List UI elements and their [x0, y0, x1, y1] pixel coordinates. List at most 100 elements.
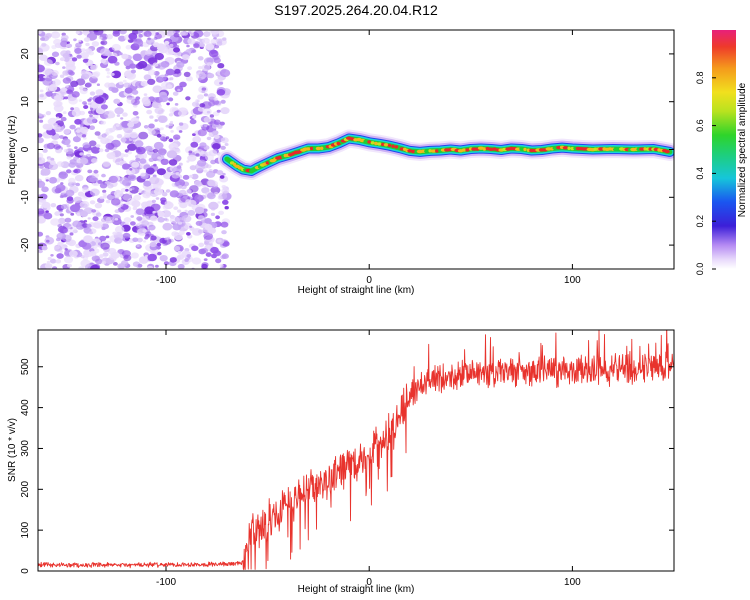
- noise-speckle: [136, 244, 140, 247]
- noise-speckle: [177, 254, 185, 260]
- noise-speckle: [45, 111, 52, 116]
- noise-speckle: [138, 188, 143, 193]
- noise-speckle: [189, 119, 197, 125]
- noise-speckle: [200, 76, 205, 80]
- noise-speckle: [49, 258, 57, 264]
- noise-speckle: [147, 253, 157, 262]
- snr-ytick-label: 300: [20, 440, 31, 457]
- noise-speckle: [51, 51, 60, 58]
- noise-speckle: [90, 146, 101, 154]
- noise-speckle: [190, 141, 199, 148]
- noise-speckle: [98, 148, 104, 153]
- noise-speckle: [100, 120, 107, 125]
- noise-speckle: [104, 148, 110, 153]
- noise-speckle: [65, 85, 69, 88]
- noise-speckle: [176, 125, 184, 132]
- noise-speckle: [201, 64, 211, 72]
- noise-speckle: [107, 55, 118, 64]
- noise-speckle: [178, 130, 183, 133]
- noise-speckle: [148, 224, 156, 231]
- noise-speckle: [218, 192, 228, 200]
- noise-speckle: [75, 129, 81, 133]
- noise-speckle: [48, 162, 59, 171]
- noise-speckle: [122, 232, 131, 239]
- colorbar: 0.0 0.2 0.4 0.6 0.8 Normalized spectral ampl…: [695, 30, 748, 275]
- noise-speckle: [43, 75, 47, 79]
- noise-speckle: [94, 96, 104, 104]
- noise-speckle: [81, 73, 90, 80]
- noise-speckle: [203, 258, 208, 261]
- noise-speckle: [164, 73, 169, 77]
- spectrogram-x-label: Height of straight line (km): [298, 285, 415, 296]
- noise-speckle: [106, 75, 110, 79]
- noise-speckle: [38, 93, 47, 100]
- noise-speckle: [85, 82, 93, 88]
- noise-speckle: [45, 91, 53, 97]
- noise-speckle: [130, 252, 139, 259]
- noise-speckle: [67, 225, 77, 233]
- noise-speckle: [55, 259, 62, 264]
- noise-speckle: [104, 111, 110, 115]
- noise-speckle: [42, 148, 48, 153]
- noise-speckle: [197, 229, 204, 234]
- noise-speckle: [187, 38, 196, 45]
- noise-speckle: [118, 35, 126, 42]
- snr-y-ticks: 0 100 200 300 400 500: [20, 358, 674, 574]
- noise-speckle: [51, 70, 59, 76]
- colorbar-tick-label: 0.6: [695, 119, 705, 132]
- noise-speckle: [145, 38, 155, 45]
- noise-speckle: [138, 192, 142, 195]
- noise-speckle: [199, 43, 205, 48]
- noise-speckle: [132, 237, 139, 243]
- noise-speckle: [89, 125, 95, 130]
- frequency-track-core: [424, 149, 430, 153]
- frequency-track-core: [227, 158, 232, 163]
- spectrogram-xtick-label: 100: [564, 275, 581, 286]
- snr-plot-frame: [37, 329, 675, 572]
- noise-speckle: [41, 245, 48, 251]
- noise-speckle: [68, 177, 76, 184]
- frequency-track-core: [657, 148, 661, 152]
- noise-speckle: [193, 43, 200, 49]
- noise-speckle: [105, 235, 110, 239]
- noise-speckle: [203, 208, 208, 212]
- noise-speckle: [58, 171, 68, 179]
- noise-speckle: [198, 74, 203, 78]
- noise-speckle: [81, 134, 87, 138]
- noise-speckle: [83, 37, 91, 42]
- noise-speckle: [210, 246, 219, 254]
- noise-speckle: [219, 175, 225, 179]
- snr-x-label: Height of straight line (km): [298, 584, 415, 595]
- noise-speckle: [147, 69, 156, 76]
- noise-speckle: [216, 41, 223, 46]
- noise-speckle: [216, 170, 224, 176]
- frequency-track-core: [523, 147, 527, 152]
- noise-speckle: [101, 260, 107, 265]
- noise-speckle: [142, 191, 151, 199]
- noise-speckle: [99, 196, 104, 200]
- noise-speckle: [145, 231, 152, 237]
- spectrogram-y-ticks: -20 -10 0 10 20: [20, 48, 674, 252]
- noise-speckle: [123, 153, 129, 158]
- noise-speckle: [143, 240, 147, 243]
- noise-speckle: [158, 115, 167, 122]
- noise-speckle: [212, 130, 219, 136]
- noise-speckle: [215, 258, 222, 264]
- noise-speckle: [100, 137, 110, 145]
- noise-speckle: [89, 188, 100, 197]
- noise-speckle: [136, 237, 143, 243]
- noise-speckle: [185, 76, 193, 82]
- noise-speckle: [201, 87, 207, 91]
- noise-speckle: [180, 31, 186, 36]
- noise-speckle: [80, 157, 89, 165]
- noise-speckle: [153, 188, 164, 196]
- noise-speckle: [162, 237, 172, 245]
- noise-speckle: [210, 159, 217, 165]
- noise-speckle: [89, 250, 97, 257]
- noise-speckle: [71, 57, 78, 62]
- noise-speckle: [67, 69, 74, 75]
- noise-speckle: [50, 203, 57, 208]
- noise-speckle: [52, 79, 61, 86]
- noise-speckle: [59, 57, 65, 62]
- noise-speckle: [221, 253, 229, 259]
